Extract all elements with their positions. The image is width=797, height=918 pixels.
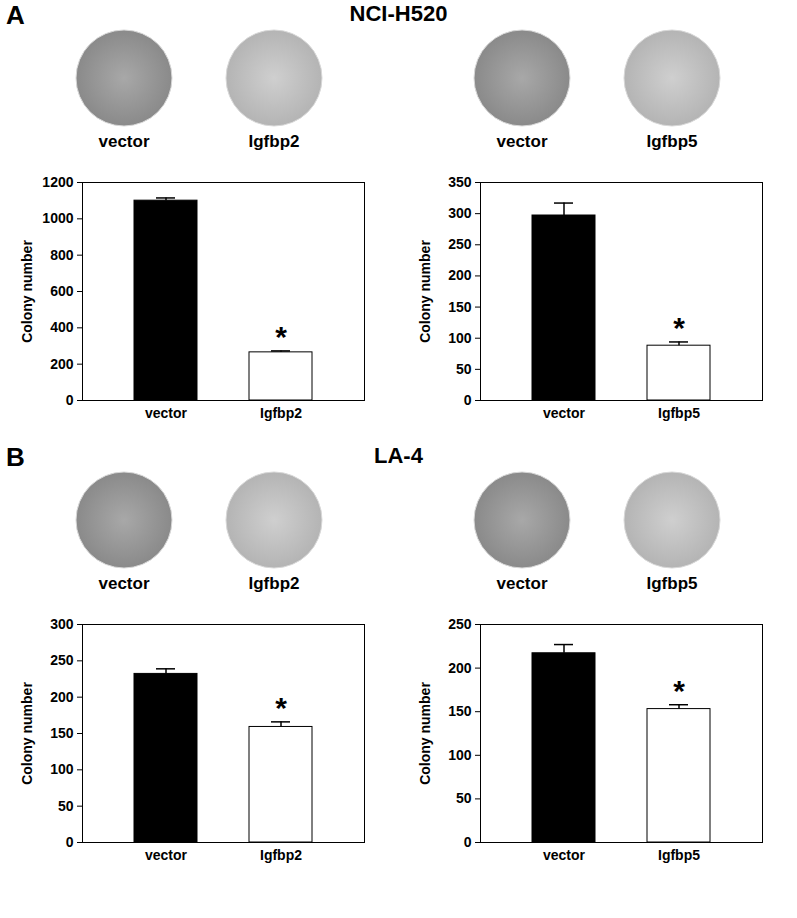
svg-text:Igfbp2: Igfbp2 [260,847,302,863]
svg-text:0: 0 [464,834,472,850]
svg-text:Igfbp5: Igfbp5 [658,405,700,421]
svg-text:200: 200 [50,356,74,372]
svg-text:*: * [673,311,685,344]
html-text:Igfbp5: Igfbp5 [646,132,698,151]
svg-text:50: 50 [58,798,74,814]
html-text:vector: vector [98,132,150,151]
svg-text:0: 0 [66,834,74,850]
html-text:Igfbp2: Igfbp2 [248,574,300,593]
svg-text:Igfbp5: Igfbp5 [658,847,700,863]
svg-text:300: 300 [448,205,472,221]
svg-text:200: 200 [448,660,472,676]
html-text:vector: vector [496,132,548,151]
svg-text:Igfbp2: Igfbp2 [260,405,302,421]
html-text:Igfbp5: Igfbp5 [646,574,698,593]
html-text:Igfbp2: Igfbp2 [248,132,300,151]
svg-text:1200: 1200 [42,174,73,190]
html-text:vector: vector [496,574,548,593]
svg-text:1000: 1000 [42,210,73,226]
svg-text:0: 0 [464,392,472,408]
svg-text:100: 100 [448,747,472,763]
svg-text:*: * [275,691,287,724]
svg-text:Colony number: Colony number [417,682,433,785]
svg-text:Colony number: Colony number [417,240,433,343]
svg-text:400: 400 [50,319,74,335]
svg-text:0: 0 [66,392,74,408]
svg-text:50: 50 [456,361,472,377]
svg-text:250: 250 [448,616,472,632]
svg-text:250: 250 [50,652,74,668]
svg-text:Colony number: Colony number [19,682,35,785]
svg-text:vector: vector [543,847,586,863]
svg-text:50: 50 [456,790,472,806]
svg-text:*: * [275,320,287,353]
svg-text:600: 600 [50,283,74,299]
html-text:vector: vector [98,574,150,593]
svg-text:200: 200 [50,689,74,705]
svg-text:350: 350 [448,174,472,190]
svg-text:150: 150 [448,703,472,719]
svg-text:150: 150 [50,725,74,741]
svg-text:100: 100 [448,330,472,346]
html-text:LA-4: LA-4 [374,443,423,468]
svg-text:200: 200 [448,267,472,283]
svg-text:vector: vector [145,405,188,421]
svg-text:250: 250 [448,236,472,252]
html-text:A: A [6,0,25,30]
svg-text:vector: vector [543,405,586,421]
html-text:NCI-H520: NCI-H520 [349,1,448,26]
svg-text:150: 150 [448,299,472,315]
svg-text:300: 300 [50,616,74,632]
svg-text:*: * [673,674,685,707]
html-text:B: B [6,442,25,472]
svg-text:800: 800 [50,247,74,263]
svg-text:Colony number: Colony number [19,240,35,343]
svg-text:100: 100 [50,761,74,777]
svg-text:vector: vector [145,847,188,863]
